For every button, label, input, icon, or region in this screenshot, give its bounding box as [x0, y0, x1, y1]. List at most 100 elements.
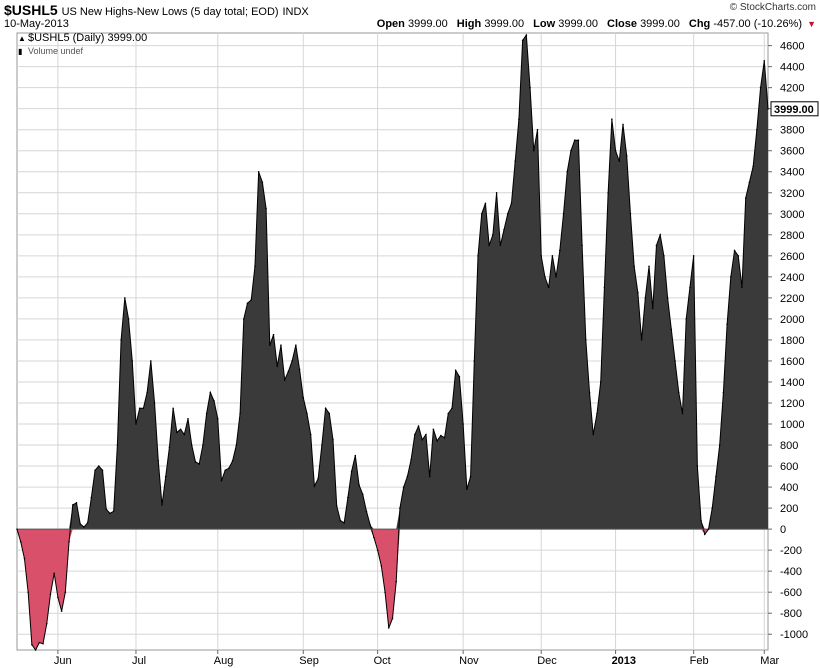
data-point: [131, 360, 134, 362]
data-point: [172, 407, 174, 410]
chart-date: 10-May-2013: [4, 18, 69, 30]
data-point: [265, 207, 267, 210]
data-point: [625, 155, 628, 157]
data-point: [190, 444, 193, 446]
data-point: [295, 344, 297, 346]
data-point: [395, 580, 398, 583]
y-tick-label: 2200: [780, 293, 804, 305]
data-point: [752, 165, 754, 168]
data-point: [57, 596, 59, 599]
data-point: [53, 572, 55, 575]
data-point: [380, 565, 383, 567]
x-tick-label: Mar: [760, 655, 779, 667]
data-point: [759, 86, 762, 89]
data-point: [179, 428, 182, 431]
data-point: [280, 344, 282, 346]
data-point: [276, 365, 279, 368]
data-point: [287, 370, 290, 373]
data-point: [510, 202, 513, 205]
x-tick-label: Oct: [374, 655, 391, 667]
chart-header: $USHL5 US New Highs-New Lows (5 day tota…: [0, 0, 820, 32]
y-tick-label: 2600: [780, 251, 804, 263]
data-point: [644, 297, 647, 299]
data-point: [414, 433, 416, 436]
y-tick-label: 3200: [780, 188, 804, 200]
data-point: [79, 523, 82, 525]
area-series-icon: ▲: [18, 34, 26, 43]
low-label: Low: [533, 18, 556, 30]
data-point: [744, 197, 747, 199]
data-point: [257, 170, 260, 173]
data-point: [183, 433, 186, 436]
legend-series-label: $USHL5 (Daily) 3999.00: [28, 32, 148, 44]
data-point: [585, 339, 587, 341]
data-point: [707, 528, 710, 530]
data-point: [540, 255, 543, 257]
data-point: [23, 557, 26, 560]
data-point: [209, 391, 212, 394]
data-point: [525, 34, 528, 36]
data-point: [19, 540, 22, 543]
last-value-badge: [770, 101, 819, 117]
y-tick-label: 3400: [780, 167, 804, 179]
data-point: [399, 507, 401, 509]
data-point: [27, 591, 29, 593]
data-point: [677, 391, 680, 394]
data-point: [94, 469, 96, 472]
x-tick-label: Aug: [214, 655, 234, 667]
y-tick-label: -200: [780, 545, 802, 557]
data-point: [86, 522, 89, 524]
data-point: [164, 475, 167, 478]
data-point: [469, 475, 472, 478]
y-tick-label: 200: [780, 503, 798, 515]
data-point: [254, 265, 256, 268]
data-point: [692, 255, 695, 257]
stockcharts-credit[interactable]: © StockCharts.com: [729, 2, 816, 13]
data-point: [451, 407, 453, 410]
data-point: [473, 360, 476, 362]
data-point: [536, 128, 539, 131]
data-point: [514, 160, 516, 163]
data-point: [365, 510, 368, 513]
chart-legend: ▲ $USHL5 (Daily) 3999.00 ▮ Volume undef: [18, 32, 147, 58]
data-point: [350, 470, 353, 473]
data-point: [454, 369, 457, 372]
data-point: [235, 444, 238, 446]
x-tick-label: Sep: [299, 655, 319, 667]
data-point: [547, 286, 550, 289]
data-point: [291, 360, 293, 362]
data-point: [309, 433, 312, 436]
data-point: [756, 128, 758, 131]
data-point: [358, 484, 360, 486]
data-point: [607, 191, 609, 194]
data-point: [477, 255, 479, 257]
data-point: [49, 593, 52, 596]
data-point: [16, 528, 18, 530]
data-point: [573, 139, 576, 142]
data-point: [506, 212, 509, 215]
volume-bars-icon: ▮: [18, 47, 23, 56]
data-point: [640, 339, 643, 341]
data-point: [157, 460, 160, 462]
y-tick-label: -1000: [780, 629, 808, 641]
symbol-label: $USHL5: [4, 2, 58, 18]
data-point: [161, 504, 163, 506]
y-tick-label: 3800: [780, 125, 804, 137]
data-point: [376, 549, 379, 551]
down-arrow-icon: ▼: [807, 19, 816, 29]
data-point: [737, 255, 740, 257]
data-point: [566, 170, 569, 173]
data-point: [387, 627, 390, 629]
data-point: [317, 477, 319, 480]
data-point: [228, 467, 230, 469]
data-point: [436, 440, 438, 442]
y-tick-label: 800: [780, 440, 798, 452]
data-point: [31, 643, 33, 646]
data-point: [637, 291, 639, 294]
data-point: [176, 431, 178, 434]
data-point: [503, 228, 505, 231]
data-point: [339, 519, 342, 522]
x-tick-label: Feb: [690, 655, 709, 667]
data-point: [328, 412, 331, 415]
